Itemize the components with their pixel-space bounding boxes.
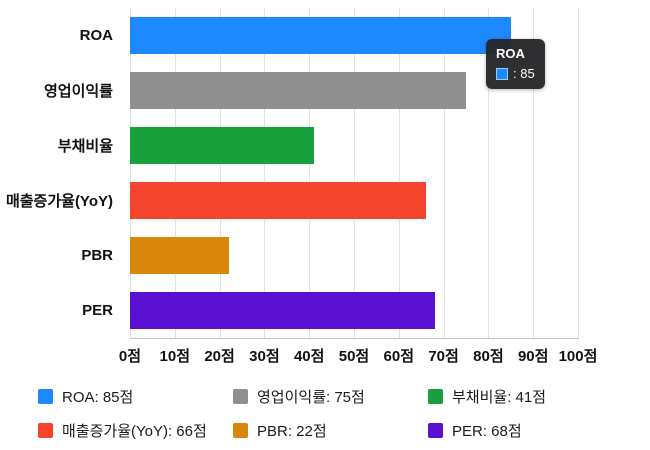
legend-label: PBR: 22점 [257, 423, 327, 440]
x-axis-labels: 0점 10점 20점 30점 40점 50점 60점 70점 80점 90점 100점 [119, 345, 597, 365]
x-axis-tick: 90점 [517, 348, 549, 365]
legend-swatch [428, 423, 443, 438]
bar-PBR[interactable] [130, 237, 229, 274]
gridline [309, 8, 311, 338]
legend-item[interactable]: ROA: 85점 [38, 386, 233, 407]
tooltip-title: ROA [496, 46, 525, 61]
gridline [130, 8, 131, 338]
x-axis-tick: 60점 [383, 348, 415, 365]
gridline [488, 8, 490, 338]
y-axis-label: 매출증가율(YoY) [5, 193, 113, 210]
gridline [174, 8, 176, 338]
gridline [398, 8, 400, 338]
gridline [578, 8, 579, 338]
legend-item[interactable]: 부채비율: 41점 [428, 386, 623, 407]
x-axis-baseline [130, 338, 579, 339]
tooltip-value: : 85 [513, 66, 535, 81]
bar-row [130, 118, 578, 173]
x-axis-tick: 70점 [428, 348, 459, 365]
legend-label: ROA: 85점 [62, 389, 134, 406]
x-axis-tick: 50점 [338, 348, 370, 365]
legend-label: 부채비율: 41점 [452, 389, 547, 406]
x-axis-tick: 20점 [204, 348, 235, 365]
x-axis-tick: 80점 [473, 348, 504, 365]
legend-item[interactable]: 영업이익률: 75점 [233, 386, 428, 407]
bar-series [130, 8, 578, 338]
x-axis-tick: 40점 [293, 348, 325, 365]
y-axis-label: ROA [79, 27, 113, 44]
bar-row [130, 63, 578, 118]
legend-swatch [428, 389, 443, 404]
legend-label: 매출증가율(YoY): 66점 [62, 423, 207, 440]
plot-area [130, 8, 579, 338]
tooltip: ROA : 85 [486, 39, 545, 89]
tooltip-color-box [496, 67, 508, 80]
gridline [264, 8, 266, 338]
y-axis-label: PER [82, 302, 113, 319]
x-axis-tick: 10점 [159, 348, 191, 365]
y-axis-label: PBR [81, 247, 113, 264]
legend-label: 영업이익률: 75점 [257, 389, 365, 406]
gridline [443, 8, 445, 338]
tooltip-row: : 85 [496, 66, 535, 81]
legend-swatch [38, 389, 53, 404]
legend-item[interactable]: PER: 68점 [428, 420, 623, 441]
bar-ROA[interactable] [130, 17, 511, 54]
legend-swatch [233, 423, 248, 438]
x-axis-tick: 100점 [558, 348, 598, 365]
bar-PER[interactable] [130, 292, 435, 329]
bar-row [130, 283, 578, 338]
gridline [533, 8, 535, 338]
bar-row [130, 8, 578, 63]
bar-row [130, 173, 578, 228]
gridline [219, 8, 221, 338]
bar-매출증가율(YoY)[interactable] [130, 182, 426, 219]
x-axis-tick: 0점 [118, 348, 142, 365]
gridline [354, 8, 355, 338]
legend-swatch [38, 423, 53, 438]
legend-item[interactable]: 매출증가율(YoY): 66점 [38, 420, 233, 441]
legend-swatch [233, 389, 248, 404]
bar-부채비율[interactable] [130, 127, 314, 164]
x-axis-tick: 30점 [249, 348, 280, 365]
bar-영업이익률[interactable] [130, 72, 466, 109]
y-axis-label: 부채비율 [57, 138, 113, 155]
y-axis-label: 영업이익률 [43, 83, 113, 100]
legend-item[interactable]: PBR: 22점 [233, 420, 428, 441]
legend-label: PER: 68점 [452, 423, 522, 440]
bar-row [130, 228, 578, 283]
